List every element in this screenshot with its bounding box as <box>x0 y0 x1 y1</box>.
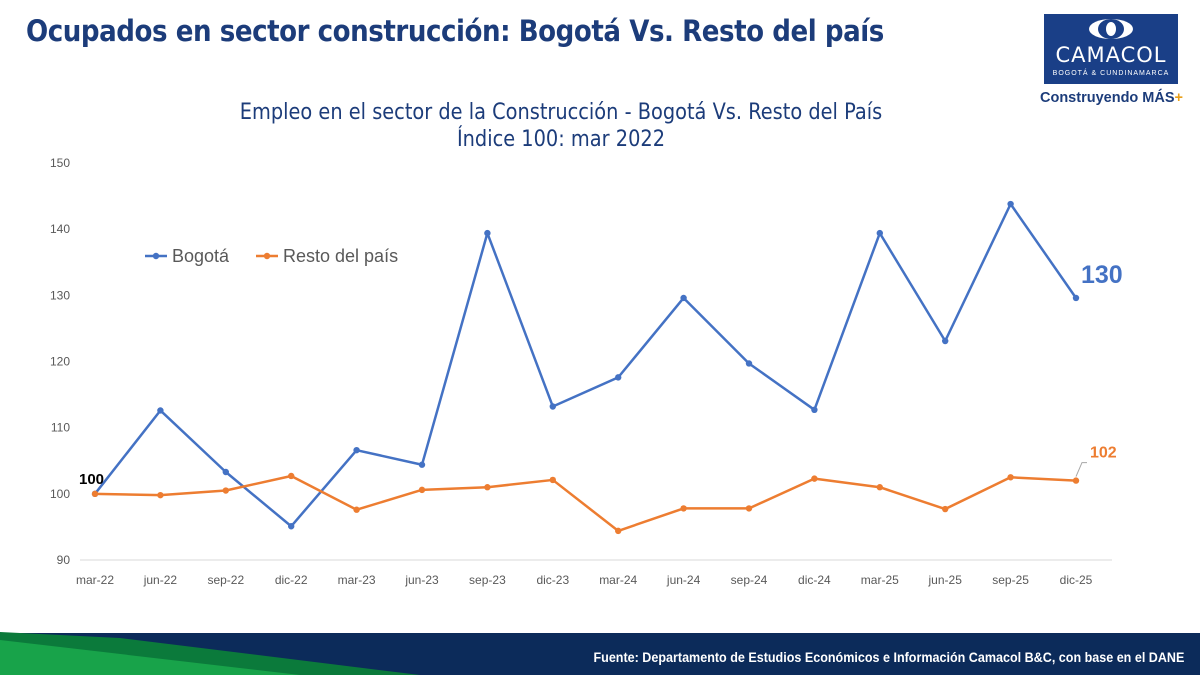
data-point-resto <box>745 505 753 512</box>
x-tick-label: jun-25 <box>928 573 963 587</box>
x-tick-label: dic-22 <box>275 573 308 587</box>
slide-title: Ocupados en sector construcción: Bogotá … <box>26 14 884 48</box>
x-tick-label: mar-23 <box>338 573 376 587</box>
footer-accent-stripe <box>0 632 420 675</box>
legend-label-bogota: Bogotá <box>172 246 230 266</box>
chart-title: Empleo en el sector de la Construcción -… <box>240 99 882 124</box>
x-tick-label: sep-23 <box>469 573 506 587</box>
logo-name: CAMACOL <box>1055 43 1167 67</box>
data-point-bogota <box>157 407 164 414</box>
x-tick-label: sep-22 <box>207 573 244 587</box>
data-point-resto <box>615 527 622 535</box>
data-point-resto <box>942 505 949 513</box>
y-tick-label: 150 <box>50 156 70 170</box>
data-point-resto <box>353 506 360 513</box>
x-tick-label: dic-24 <box>798 573 831 587</box>
data-point-bogota <box>288 523 295 530</box>
logo-slogan: Construyendo MÁS+ <box>1040 90 1188 106</box>
data-point-resto <box>484 484 491 491</box>
data-point-bogota <box>811 406 818 414</box>
x-tick-label: mar-22 <box>76 573 114 587</box>
series-line-resto <box>94 474 1077 533</box>
legend-marker-bogota <box>152 252 160 260</box>
camacol-mark-icon <box>1089 19 1133 39</box>
y-tick-label: 120 <box>50 355 70 369</box>
y-tick-label: 140 <box>50 222 70 236</box>
x-tick-label: mar-25 <box>861 573 899 587</box>
x-tick-label: jun-24 <box>666 573 701 587</box>
x-tick-label: jun-23 <box>404 573 439 587</box>
data-point-bogota <box>680 294 687 302</box>
annotation-bogota-end: 130 <box>1081 261 1123 289</box>
data-point-bogota <box>745 360 753 367</box>
y-tick-label: 110 <box>51 421 70 435</box>
data-point-resto <box>811 475 818 482</box>
x-tick-label: jun-22 <box>143 573 178 587</box>
data-point-bogota <box>876 229 883 237</box>
data-point-resto <box>418 486 426 494</box>
data-point-resto <box>288 472 295 480</box>
x-tick-label: sep-24 <box>731 573 768 587</box>
x-tick-label: mar-24 <box>599 573 637 587</box>
chart-subtitle: Índice 100: mar 2022 <box>457 125 665 152</box>
series-line-bogota <box>94 202 1078 528</box>
data-point-bogota <box>942 337 949 345</box>
legend-label-resto: Resto del país <box>283 246 398 266</box>
data-point-resto <box>1072 477 1080 484</box>
data-point-bogota <box>418 461 426 468</box>
camacol-logo: CAMACOL BOGOTÁ & CUNDINAMARCA Construyen… <box>1040 14 1188 106</box>
y-tick-label: 130 <box>50 288 70 302</box>
data-point-bogota <box>484 229 491 237</box>
legend-marker-resto <box>263 252 271 260</box>
data-point-resto <box>876 484 883 491</box>
data-point-resto <box>91 490 99 498</box>
data-point-resto <box>157 491 164 499</box>
logo-slogan-plus: + <box>1174 90 1183 106</box>
data-point-resto <box>1007 474 1014 481</box>
data-point-resto <box>549 476 556 484</box>
x-tick-label: sep-25 <box>992 573 1029 587</box>
x-tick-label: dic-25 <box>1060 573 1093 587</box>
data-point-resto <box>222 487 229 494</box>
data-point-bogota <box>222 468 229 476</box>
employment-line-chart: Empleo en el sector de la Construcción -… <box>50 99 1123 587</box>
x-tick-label: dic-23 <box>536 573 569 587</box>
logo-box: CAMACOL BOGOTÁ & CUNDINAMARCA <box>1044 14 1178 84</box>
data-point-resto <box>680 505 687 512</box>
data-point-bogota <box>549 403 556 410</box>
y-tick-label: 100 <box>50 487 70 501</box>
annotation-resto-end: 102 <box>1090 445 1117 462</box>
logo-slogan-text: Construyendo MÁS <box>1040 90 1175 106</box>
y-tick-label: 90 <box>57 553 71 567</box>
logo-subtitle: BOGOTÁ & CUNDINAMARCA <box>1052 70 1170 77</box>
footer-source: Fuente: Departamento de Estudios Económi… <box>593 650 1184 665</box>
data-point-bogota <box>353 446 360 454</box>
data-point-bogota <box>1072 294 1080 302</box>
data-point-bogota <box>615 374 622 381</box>
annotation-leader-line <box>1075 462 1087 477</box>
annotation-start: 100 <box>79 471 104 488</box>
data-point-bogota <box>1007 200 1014 208</box>
